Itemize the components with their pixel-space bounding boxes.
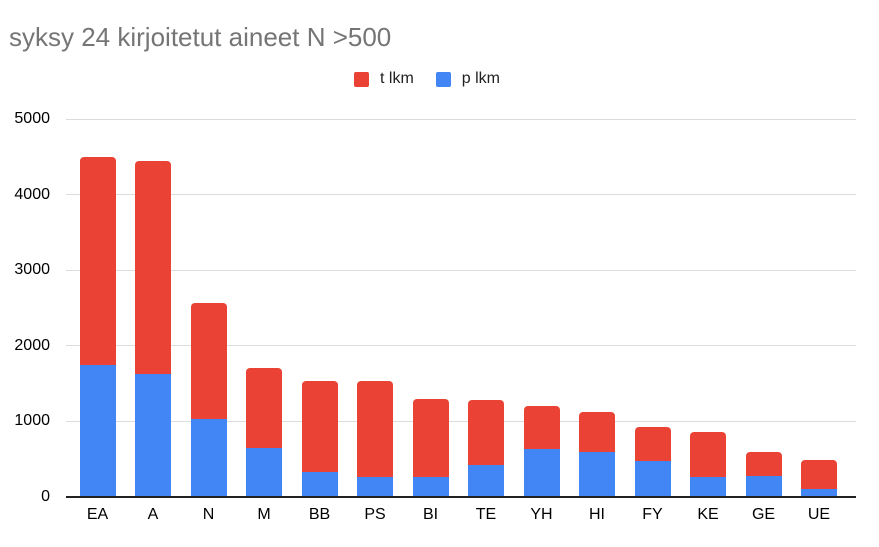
x-axis-label-YH: YH (530, 506, 553, 523)
y-axis-label: 3000 (14, 261, 50, 279)
bar-segment-p-lkm-BB (301, 472, 338, 497)
bar-segment-p-lkm-KE (690, 477, 726, 497)
x-axis-label-GE: GE (751, 506, 776, 523)
x-axis-label-KE: KE (697, 506, 719, 523)
bar-segment-t-lkm-UE (801, 459, 837, 489)
x-axis-label-M: M (257, 506, 271, 523)
legend-swatch-t-lkm (353, 71, 369, 87)
x-axis-line (66, 496, 856, 498)
gridline (66, 194, 856, 196)
chart-title: syksy 24 kirjoitetut aineet N >500 (9, 22, 392, 52)
bar-segment-p-lkm-PS (357, 477, 393, 497)
bar-segment-t-lkm-GE (745, 452, 782, 476)
x-axis-label-PS: PS (364, 506, 386, 523)
bar-segment-t-lkm-KE (690, 431, 726, 478)
legend-swatch-p-lkm (435, 71, 451, 87)
legend-item-p-lkm: p lkm (435, 70, 501, 87)
legend-label-p-lkm: p lkm (461, 70, 501, 87)
gridline (66, 345, 856, 347)
x-axis-label-BI: BI (422, 506, 439, 523)
x-axis-label-UE: UE (807, 506, 831, 523)
bar-segment-t-lkm-YH (523, 406, 560, 449)
gridline (66, 269, 856, 271)
y-axis-label: 0 (41, 488, 50, 505)
bar-segment-t-lkm-BB (301, 380, 338, 473)
x-axis-label-N: N (202, 506, 215, 523)
gridline (66, 118, 856, 120)
bar-segment-p-lkm-YH (523, 448, 560, 497)
bar-segment-t-lkm-EA (79, 156, 116, 365)
x-axis-label-EA: EA (86, 506, 109, 523)
x-axis-label-HI: HI (589, 506, 605, 523)
bar-segment-t-lkm-BI (412, 398, 449, 477)
bar-segment-p-lkm-EA (79, 364, 116, 497)
x-axis-label-TE: TE (475, 506, 497, 523)
gridline (66, 420, 856, 422)
bar-segment-p-lkm-UE (801, 488, 837, 497)
y-axis-label: 5000 (14, 110, 50, 127)
legend: t lkm p lkm (353, 70, 501, 87)
x-axis-label-FY: FY (642, 506, 663, 523)
bar-segment-t-lkm-TE (468, 400, 504, 466)
bar-segment-t-lkm-HI (579, 412, 615, 452)
legend-item-t-lkm: t lkm (353, 70, 414, 87)
bar-segment-t-lkm-FY (634, 426, 671, 461)
bar-segment-t-lkm-N (190, 303, 227, 420)
bar-segment-p-lkm-A (135, 373, 171, 497)
x-axis-label-BB: BB (308, 506, 331, 523)
bar-segment-t-lkm-PS (357, 381, 393, 478)
y-axis-label: 4000 (14, 185, 50, 203)
bar-segment-t-lkm-M (246, 367, 282, 448)
bar-segment-p-lkm-GE (745, 475, 782, 497)
legend-label-t-lkm: t lkm (379, 70, 414, 87)
bar-segment-p-lkm-M (246, 447, 282, 497)
bar-segment-t-lkm-A (135, 160, 171, 374)
bar-segment-p-lkm-TE (468, 465, 504, 497)
y-axis-label: 2000 (14, 336, 50, 354)
bar-segment-p-lkm-N (190, 419, 227, 497)
y-axis-label: 1000 (14, 412, 50, 430)
bar-segment-p-lkm-HI (579, 451, 615, 497)
bar-segment-p-lkm-FY (634, 460, 671, 497)
x-axis-label-A: A (147, 506, 159, 523)
bar-segment-p-lkm-BI (412, 476, 449, 497)
